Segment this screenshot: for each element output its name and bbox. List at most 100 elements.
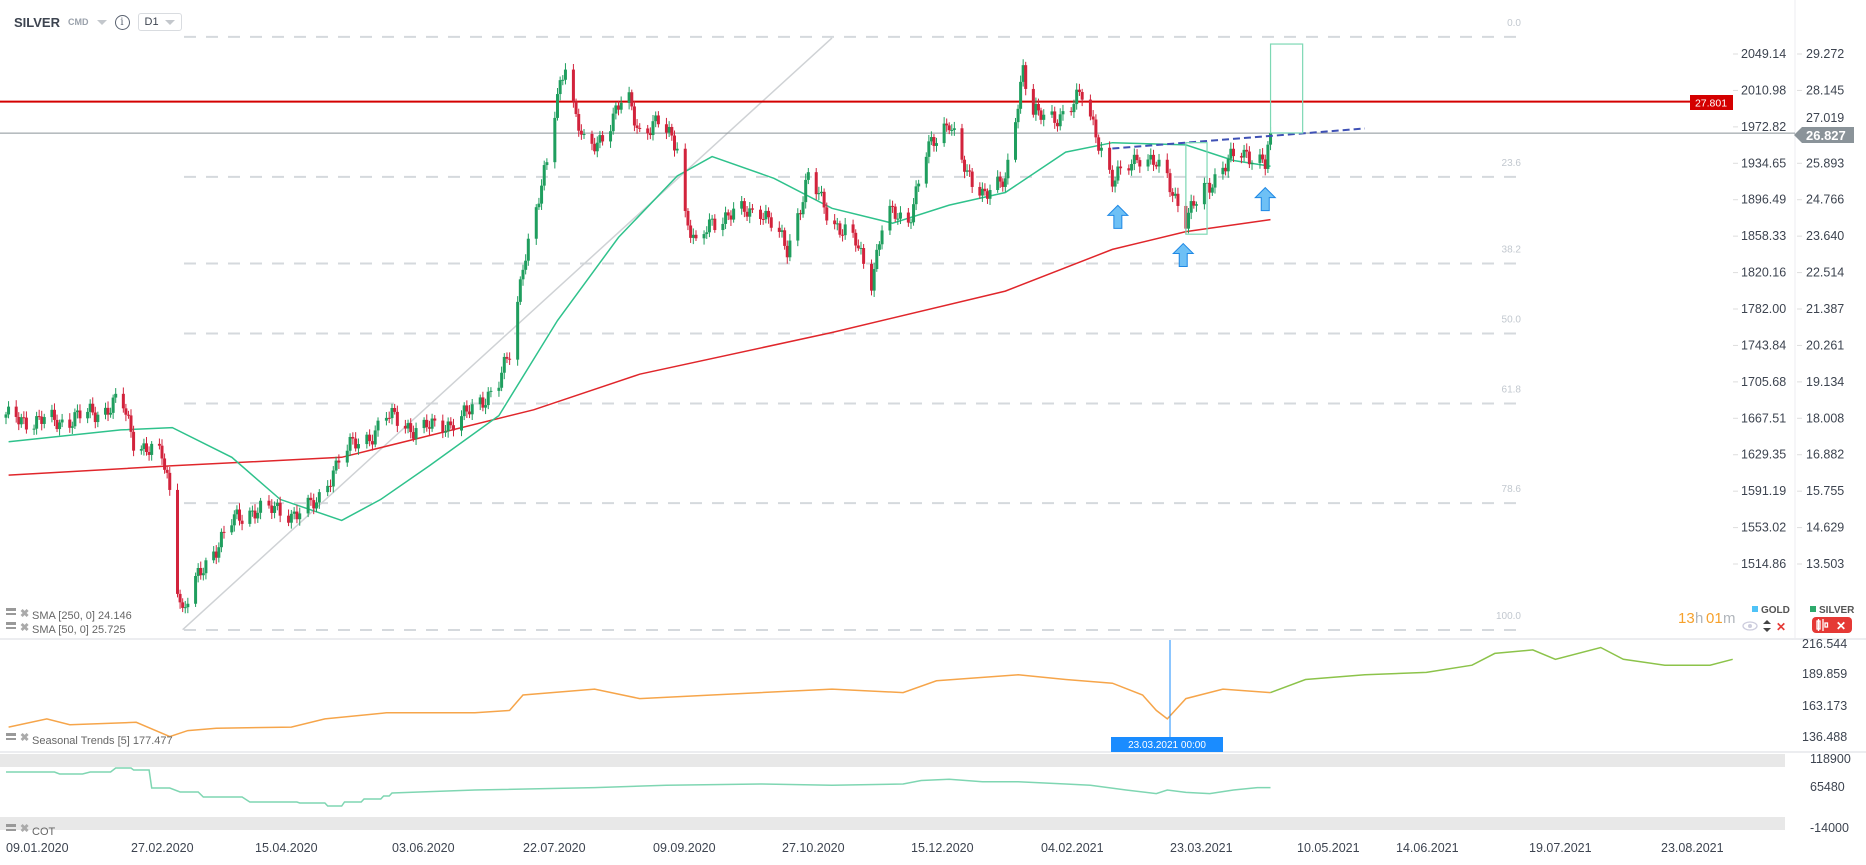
candle-body bbox=[292, 511, 296, 514]
candle bbox=[945, 118, 949, 132]
info-icon[interactable]: i bbox=[114, 14, 130, 30]
eye-icon[interactable] bbox=[1742, 621, 1758, 631]
candle bbox=[656, 111, 660, 128]
candle bbox=[960, 123, 964, 164]
candle-body bbox=[1031, 88, 1035, 115]
candle bbox=[1099, 142, 1103, 158]
sma50-legend[interactable]: ✖ SMA [50, 0] 25.725 bbox=[6, 622, 126, 636]
remove-icon[interactable]: ✖ bbox=[20, 622, 29, 634]
candle-body bbox=[60, 419, 64, 423]
candle bbox=[270, 499, 274, 519]
fibonacci-retracement[interactable]: 0.0 23.6 38.2 50.0 61.8 78.6 100.0 bbox=[182, 18, 1522, 632]
up-down-arrows-icon[interactable] bbox=[1763, 620, 1771, 632]
seasonal-label: Seasonal Trends [5] 177.477 bbox=[32, 735, 173, 747]
candle bbox=[843, 217, 847, 240]
x-axis-label: 09.09.2020 bbox=[653, 841, 716, 855]
candle-body bbox=[449, 421, 453, 426]
last-price-label: 26.827 bbox=[1806, 128, 1846, 143]
candle bbox=[484, 398, 488, 415]
settings-icon[interactable] bbox=[6, 608, 16, 611]
x-axis-label: 15.12.2020 bbox=[911, 841, 974, 855]
close-icon[interactable]: ✕ bbox=[1836, 619, 1846, 633]
candlestick-icon[interactable] bbox=[1816, 619, 1829, 631]
candle-body bbox=[929, 137, 933, 142]
sma250-line bbox=[8, 218, 1271, 476]
symbol-name[interactable]: SILVER bbox=[14, 14, 60, 30]
remove-icon[interactable]: ✖ bbox=[20, 823, 29, 835]
candle bbox=[750, 203, 754, 214]
market-type[interactable]: CMD bbox=[68, 17, 89, 27]
candle-body bbox=[1171, 192, 1175, 196]
candle-body bbox=[121, 393, 125, 409]
candle-body bbox=[1110, 169, 1114, 187]
candle-body bbox=[468, 411, 472, 415]
candle bbox=[686, 208, 690, 231]
candle bbox=[664, 117, 668, 140]
silver-axis-label: 22.514 bbox=[1806, 266, 1844, 280]
candle-body bbox=[980, 188, 984, 196]
candle bbox=[729, 210, 733, 226]
candle bbox=[124, 403, 128, 422]
candle-body bbox=[1019, 81, 1023, 109]
candle-body bbox=[132, 431, 136, 451]
candle-body bbox=[196, 567, 200, 576]
candle-body bbox=[70, 426, 74, 428]
candle-body bbox=[129, 415, 133, 432]
candle bbox=[673, 130, 676, 157]
silver-series-controls[interactable]: ✕ bbox=[1812, 617, 1852, 633]
seasonal-legend[interactable]: ✖ Seasonal Trends [5] 177.477 bbox=[6, 732, 173, 747]
silver-axis-label: 24.766 bbox=[1806, 193, 1844, 207]
candle-body bbox=[1208, 182, 1212, 193]
candle bbox=[825, 202, 829, 225]
candle bbox=[1094, 114, 1098, 144]
candle bbox=[841, 229, 845, 242]
candle-body bbox=[1176, 193, 1180, 206]
settings-icon[interactable] bbox=[6, 824, 16, 827]
remove-icon[interactable]: ✖ bbox=[20, 732, 29, 744]
candle-body bbox=[240, 520, 244, 524]
settings-icon[interactable] bbox=[6, 733, 16, 736]
candle-body bbox=[1239, 156, 1243, 158]
candle-body bbox=[1263, 159, 1267, 169]
candle-body bbox=[1247, 151, 1251, 165]
candle-body bbox=[204, 560, 208, 574]
measure-box bbox=[1185, 142, 1208, 235]
candle bbox=[214, 545, 218, 565]
settings-icon[interactable] bbox=[6, 622, 16, 625]
sma250-legend[interactable]: ✖ SMA [250, 0] 24.146 bbox=[6, 608, 132, 622]
cot-legend[interactable]: ✖ COT bbox=[6, 823, 56, 838]
candle-body bbox=[862, 248, 866, 264]
candle bbox=[1224, 163, 1228, 176]
candle-body bbox=[978, 186, 982, 196]
candle bbox=[502, 353, 506, 380]
candle bbox=[740, 195, 744, 215]
candle-body bbox=[683, 148, 687, 211]
candle bbox=[451, 418, 455, 437]
candle bbox=[806, 167, 810, 185]
candle bbox=[186, 597, 190, 614]
candle bbox=[518, 276, 522, 305]
candle-body bbox=[365, 434, 369, 445]
candle bbox=[132, 425, 136, 457]
close-icon[interactable]: ✕ bbox=[1776, 620, 1786, 634]
chevron-down-icon[interactable] bbox=[96, 19, 107, 25]
candle-body bbox=[524, 260, 528, 270]
candle-body bbox=[611, 113, 615, 132]
candle bbox=[929, 131, 933, 146]
candle bbox=[804, 173, 808, 209]
candle-body bbox=[267, 500, 271, 506]
remove-icon[interactable]: ✖ bbox=[20, 608, 29, 620]
candle bbox=[1031, 84, 1035, 118]
candle-body bbox=[354, 438, 358, 449]
seasonal-forecast-line bbox=[1270, 646, 1733, 694]
candle-body bbox=[965, 170, 969, 172]
candle-body bbox=[1072, 104, 1076, 113]
timeframe-select[interactable]: D1 bbox=[137, 13, 182, 31]
candle-body bbox=[917, 183, 921, 187]
candle-body bbox=[553, 117, 557, 163]
candle bbox=[1187, 207, 1191, 234]
candle-body bbox=[998, 176, 1002, 182]
candle-body bbox=[422, 419, 426, 429]
gold-axis-label: 1972.82 bbox=[1741, 120, 1786, 134]
